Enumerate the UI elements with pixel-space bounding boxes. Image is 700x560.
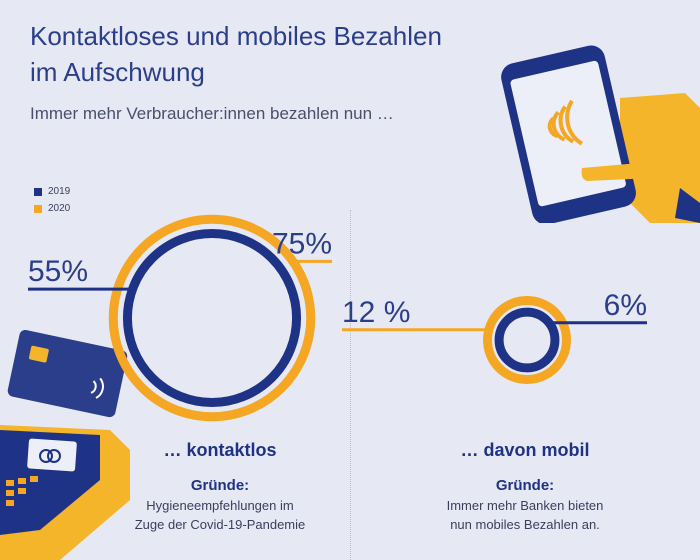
ring-mobile-2019: [494, 307, 560, 373]
value-label-mobile-2019: 6%: [604, 289, 647, 322]
reason-heading-contactless: Gründe:: [190, 477, 250, 494]
reason-text-contactless: Hygieneempfehlungen im Zuge der Covid-19…: [100, 496, 340, 534]
title-line-2: im Aufschwung: [30, 57, 205, 87]
value-label-contactless-2019: 55%: [28, 255, 88, 288]
legend-item-2020: 2020: [34, 200, 70, 217]
reason-text-mobile: Immer mehr Banken bieten nun mobiles Bez…: [405, 496, 645, 534]
section-divider: [350, 210, 351, 560]
value-label-contactless-2020: 75%: [272, 227, 332, 260]
caption-contactless: … kontaktlos Gründe: Hygieneempfehlungen…: [100, 440, 340, 534]
title-line-1: Kontaktloses und mobiles Bezahlen: [30, 21, 442, 51]
legend-swatch-2019: [34, 187, 42, 196]
card-terminal-icon: [0, 330, 130, 560]
reason-line-2: nun mobiles Bezahlen an.: [450, 517, 600, 532]
smartphone-contactless-icon: [501, 45, 700, 223]
chart-title: Kontaktloses und mobiles Bezahlen im Auf…: [30, 18, 490, 90]
ring-contactless-2019: [122, 228, 302, 408]
caption-title-contactless: … kontaktlos: [163, 440, 277, 460]
caption-mobile: … davon mobil Gründe: Immer mehr Banken …: [405, 440, 645, 534]
ring-mobile-2020: [483, 296, 571, 384]
reason-line-1: Hygieneempfehlungen im: [146, 498, 294, 513]
chart-subtitle: Immer mehr Verbraucher:innen bezahlen nu…: [30, 104, 394, 123]
legend-label-2020: 2020: [48, 203, 71, 214]
legend-label-2019: 2019: [48, 186, 71, 197]
legend: 2019 2020: [34, 183, 70, 217]
legend-swatch-2020: [34, 204, 42, 213]
reason-line-2: Zuge der Covid-19-Pandemie: [134, 517, 306, 532]
legend-item-2019: 2019: [34, 183, 70, 200]
reason-line-1: Immer mehr Banken bieten: [446, 498, 604, 513]
value-label-mobile-2020: 12 %: [342, 296, 410, 329]
ring-contactless-2020: [108, 214, 316, 422]
reason-heading-mobile: Gründe:: [495, 477, 555, 494]
caption-title-mobile: … davon mobil: [460, 440, 590, 460]
